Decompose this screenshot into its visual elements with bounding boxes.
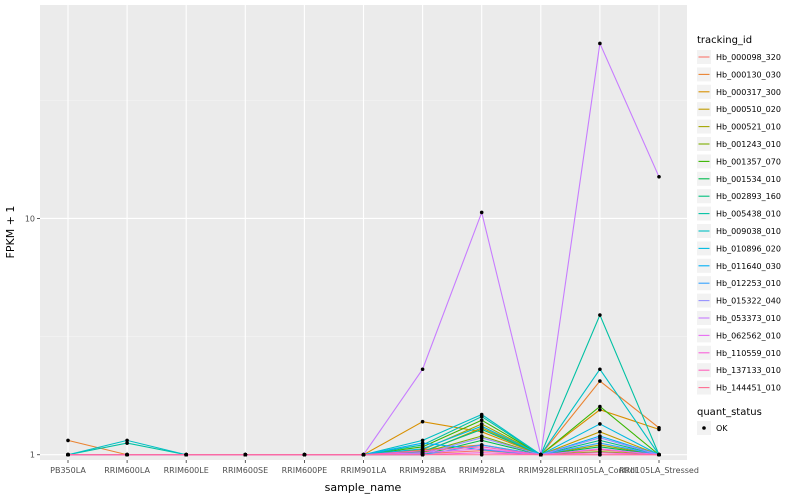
legend-label: Hb_062562_010 bbox=[716, 331, 781, 340]
data-point bbox=[66, 438, 70, 443]
data-point bbox=[598, 430, 602, 434]
data-point bbox=[420, 438, 425, 443]
data-point bbox=[420, 367, 425, 372]
x-tick-label: RRIM928LE bbox=[518, 466, 563, 475]
data-point bbox=[302, 452, 307, 457]
data-point bbox=[598, 435, 602, 440]
data-point bbox=[598, 407, 602, 412]
data-point bbox=[539, 452, 543, 457]
legend-label: Hb_001534_010 bbox=[716, 175, 781, 184]
data-point bbox=[479, 438, 484, 443]
data-point bbox=[479, 210, 484, 215]
data-point bbox=[66, 452, 70, 457]
data-point bbox=[598, 404, 602, 409]
x-tick-label: RRIM600LE bbox=[164, 466, 209, 475]
x-tick-label: RRII105LA_Stressed bbox=[619, 466, 699, 475]
x-tick-label: RRIM600PE bbox=[282, 466, 328, 475]
data-point bbox=[479, 412, 484, 417]
data-point bbox=[598, 41, 602, 46]
data-point bbox=[125, 438, 129, 443]
data-point bbox=[479, 424, 484, 429]
x-tick-label: RRIM600SE bbox=[222, 466, 268, 475]
legend-label: Hb_002893_160 bbox=[716, 192, 781, 201]
data-point bbox=[125, 452, 129, 457]
legend-label: Hb_000317_300 bbox=[716, 88, 781, 97]
legend-label: Hb_137133_010 bbox=[716, 366, 781, 375]
shape-legend-dot bbox=[702, 426, 706, 430]
data-point bbox=[184, 452, 188, 457]
legend-label: Hb_015322_040 bbox=[716, 297, 781, 306]
x-tick-label: RRIM928LA bbox=[459, 466, 505, 475]
data-point bbox=[598, 367, 602, 372]
legend-label: Hb_001357_070 bbox=[716, 157, 781, 166]
data-point bbox=[657, 452, 661, 457]
data-point bbox=[479, 418, 484, 423]
legend-label: Hb_000098_320 bbox=[716, 53, 781, 62]
x-tick-label: RRII105LA_Control bbox=[563, 466, 637, 475]
legend-label: Hb_000130_030 bbox=[716, 70, 781, 79]
x-tick-label: RRIM600LA bbox=[104, 466, 150, 475]
legend: tracking_id Hb_000098_320Hb_000130_030Hb… bbox=[697, 35, 781, 435]
x-axis-title: sample_name bbox=[325, 481, 402, 494]
axes: 1 10 PB350LA RRIM600LA RRIM600LE RRIM600SE RRI… bbox=[25, 214, 699, 475]
data-point bbox=[598, 313, 602, 317]
legend-label: Hb_010896_020 bbox=[716, 244, 781, 253]
x-tick-label: RRIM901LA bbox=[341, 466, 387, 475]
legend-label: Hb_000521_010 bbox=[716, 123, 781, 132]
data-point bbox=[598, 422, 602, 426]
x-tick-label: PB350LA bbox=[50, 466, 86, 475]
data-point bbox=[479, 427, 484, 432]
data-point bbox=[598, 438, 602, 443]
y-axis-title: FPKM + 1 bbox=[4, 206, 17, 259]
data-point bbox=[657, 175, 661, 179]
data-point bbox=[420, 452, 425, 457]
legend-label: Hb_009038_010 bbox=[716, 227, 781, 236]
series-points bbox=[66, 41, 661, 457]
legend-label: Hb_110559_010 bbox=[716, 349, 781, 358]
shape-legend-label: OK bbox=[716, 424, 728, 433]
data-point bbox=[479, 435, 484, 440]
legend-label: Hb_012253_010 bbox=[716, 279, 781, 288]
data-point bbox=[420, 419, 425, 424]
data-point bbox=[598, 446, 602, 451]
data-point bbox=[125, 441, 129, 445]
shape-legend-title: quant_status bbox=[697, 407, 762, 418]
legend-label: Hb_005438_010 bbox=[716, 210, 781, 219]
data-point bbox=[420, 441, 425, 445]
data-point bbox=[657, 427, 661, 432]
data-point bbox=[479, 445, 484, 449]
x-tick-label: RRIM928BA bbox=[399, 466, 446, 475]
y-tick-label: 1 bbox=[30, 451, 35, 460]
data-point bbox=[243, 452, 248, 457]
legend-label: Hb_144451_010 bbox=[716, 384, 781, 393]
legend-label: Hb_000510_020 bbox=[716, 105, 781, 114]
data-point bbox=[361, 452, 366, 457]
legend-label: Hb_011640_030 bbox=[716, 262, 781, 271]
legend-title: tracking_id bbox=[697, 35, 752, 46]
data-point bbox=[598, 441, 602, 445]
data-point bbox=[598, 452, 602, 457]
legend-label: Hb_053373_010 bbox=[716, 314, 781, 323]
data-point bbox=[479, 452, 484, 457]
data-point bbox=[420, 448, 425, 453]
legend-label: Hb_001243_010 bbox=[716, 140, 781, 149]
data-point bbox=[598, 379, 602, 383]
legend-items: Hb_000098_320 Hb_000130_030 Hb_000317_300 H… bbox=[697, 50, 781, 395]
y-tick-label: 10 bbox=[25, 214, 35, 223]
